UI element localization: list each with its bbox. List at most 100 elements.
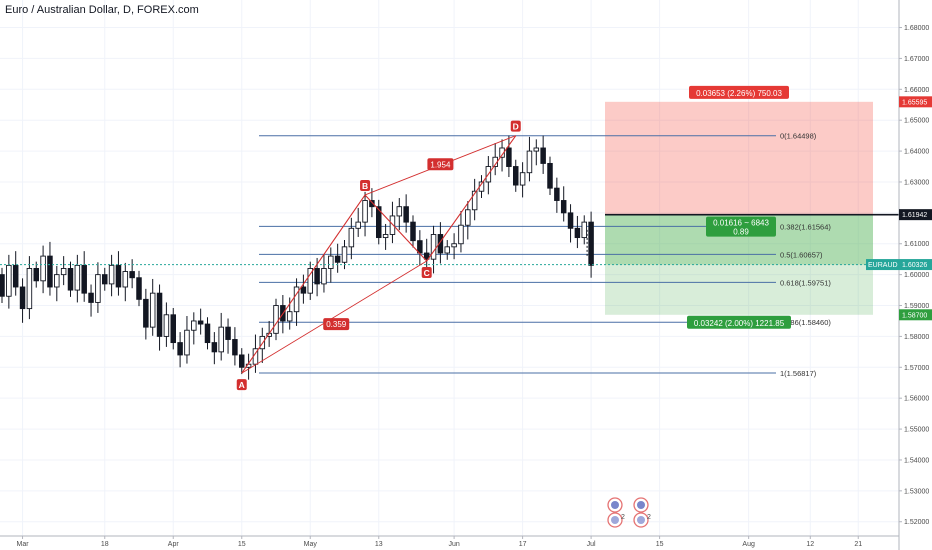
candle-down xyxy=(334,255,341,263)
time-tick-label: 21 xyxy=(854,541,862,548)
candle-up xyxy=(382,234,389,239)
candle-up xyxy=(444,246,451,254)
candle-down xyxy=(560,200,567,214)
price-tick-label: 1.52000 xyxy=(904,519,929,526)
time-tick-label: Jul xyxy=(587,541,596,548)
drawing-labels: A B C D 1.954 0.359 0.03653 (2.26%) 750.03 0.03… xyxy=(236,85,791,391)
price-tag-badge xyxy=(899,259,932,271)
candle-up xyxy=(341,246,348,263)
candle-down xyxy=(423,252,430,260)
candle-down xyxy=(170,314,176,344)
candle-up xyxy=(40,255,46,282)
candle-down xyxy=(225,326,231,340)
price-tick-label: 1.64000 xyxy=(904,149,929,156)
price-tag-badge xyxy=(899,209,932,221)
candle-up xyxy=(273,305,279,334)
candle-up xyxy=(328,255,334,269)
price-tick-label: 1.60000 xyxy=(904,272,929,279)
symbol-tag-badge xyxy=(866,259,899,271)
price-tick-label: 1.63000 xyxy=(904,179,929,186)
point-label: B xyxy=(362,181,368,191)
point-marker-d xyxy=(510,120,521,132)
price-tick-label: 1.61000 xyxy=(904,241,929,248)
candle-down xyxy=(437,234,444,254)
candle-up xyxy=(465,209,471,226)
candle-up xyxy=(348,227,355,248)
price-tick-label: 1.58000 xyxy=(904,334,929,341)
time-tick-label: Aug xyxy=(742,541,755,548)
price-tick-label: 1.67000 xyxy=(904,56,929,63)
candle-down xyxy=(33,268,40,282)
candle-up xyxy=(6,264,12,297)
time-tick-label: Mar xyxy=(17,541,30,548)
candle-down xyxy=(12,264,19,288)
time-tick-label: Jun xyxy=(448,541,459,548)
candle-up xyxy=(95,274,101,303)
candle-up xyxy=(149,292,156,328)
candle-up xyxy=(218,326,224,353)
candle-down xyxy=(67,268,74,291)
candle-down xyxy=(554,187,560,201)
candle-up xyxy=(60,268,67,276)
candle-up xyxy=(389,215,396,235)
event-group-icon-dot xyxy=(637,516,645,524)
candle-up xyxy=(355,221,361,229)
candle-down xyxy=(211,342,218,353)
candle-down xyxy=(410,221,416,242)
fib-level-label: 0.382(1.61564) xyxy=(780,222,831,231)
candle-up xyxy=(533,147,540,152)
candle-down xyxy=(540,147,546,164)
take-profit-zone xyxy=(605,264,873,315)
candle-down xyxy=(197,320,204,325)
time-tick-label: 12 xyxy=(806,541,814,548)
harmonic-pattern[interactable] xyxy=(241,135,517,374)
stop-loss-zone xyxy=(605,101,873,215)
candlestick-series xyxy=(0,135,899,380)
price-tag-label: 1.65595 xyxy=(902,99,927,106)
price-tick-label: 1.55000 xyxy=(904,427,929,434)
candle-down xyxy=(238,354,245,368)
price-tick-label: 1.59000 xyxy=(904,303,929,310)
time-tick-label: 15 xyxy=(656,541,664,548)
ratio-bd-label: 1.954 xyxy=(430,160,451,169)
fib-level-label: 0.786(1.58460) xyxy=(780,318,831,327)
candle-down xyxy=(314,268,320,285)
candle-down xyxy=(403,206,409,223)
symbol-tag-label: EURAUD xyxy=(868,262,898,269)
price-tick-label: 1.68000 xyxy=(904,25,929,32)
candle-down xyxy=(143,298,149,328)
event-icon-dot xyxy=(637,501,645,509)
price-tag-label: 1.58700 xyxy=(902,312,927,319)
time-tick-label: Apr xyxy=(168,541,180,548)
candle-up xyxy=(74,264,81,291)
candle-up xyxy=(122,271,129,288)
position-mid-label: 0.01616 ~ 6843 xyxy=(713,219,769,228)
candle-down xyxy=(0,274,5,297)
stop-label-badge xyxy=(689,85,789,99)
candle-down xyxy=(506,147,512,167)
candle-up xyxy=(471,190,478,211)
ratio-bd-badge xyxy=(427,158,454,171)
candle-up xyxy=(286,311,293,322)
time-tick-label: 15 xyxy=(238,541,246,548)
price-tick-label: 1.65000 xyxy=(904,118,929,125)
candle-down xyxy=(567,212,574,229)
fib-level-label: 0(1.64498) xyxy=(780,132,817,141)
candle-down xyxy=(300,286,307,294)
chart-title: Euro / Australian Dollar, D, FOREX.com xyxy=(5,4,199,16)
position-ratio-label: 0.89 xyxy=(733,228,749,237)
target-label-badge xyxy=(687,315,791,329)
point-marker-b xyxy=(360,179,371,191)
candle-up xyxy=(526,150,533,174)
candle-down xyxy=(513,166,519,186)
candle-down xyxy=(547,162,553,189)
candle-up xyxy=(307,268,314,294)
point-marker-c xyxy=(421,267,432,279)
position-zones xyxy=(605,101,899,315)
point-marker-a xyxy=(236,379,247,391)
pattern-leg xyxy=(241,194,366,374)
candle-up xyxy=(184,329,190,356)
price-tag-badge xyxy=(899,309,932,321)
